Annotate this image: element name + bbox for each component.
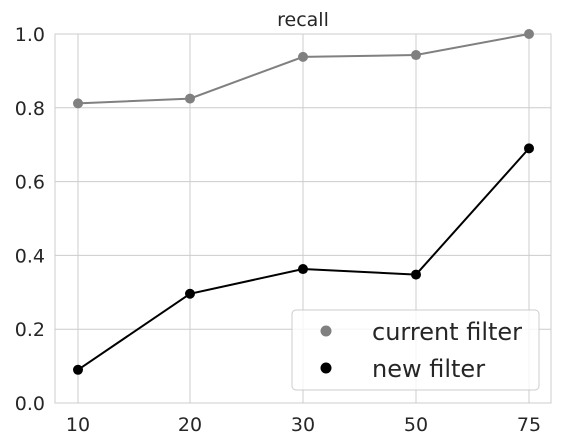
x-tick-label: 50 [404, 414, 428, 436]
data-point [524, 29, 534, 39]
data-point [411, 269, 421, 280]
x-tick-label: 75 [517, 414, 541, 436]
chart-title: recall [277, 9, 329, 31]
data-point [298, 264, 308, 275]
y-tick-label: 0.8 [15, 98, 45, 120]
legend: current filter new filter [291, 309, 540, 391]
plot-frame [54, 33, 552, 404]
x-tick-labels: 10 20 30 50 75 [66, 414, 541, 436]
data-point [73, 364, 83, 375]
x-tick-label: 10 [66, 414, 90, 436]
legend-box [291, 309, 540, 391]
y-tick-label: 0.0 [15, 393, 45, 415]
y-tick-label: 0.6 [15, 172, 45, 194]
x-tick-label: 30 [291, 414, 315, 436]
data-point [185, 93, 195, 104]
legend-marker-new-filter [320, 362, 332, 374]
data-point [411, 50, 421, 61]
data-point [185, 288, 195, 299]
y-tick-label: 0.2 [15, 319, 45, 341]
legend-label-current-filter: current filter [372, 318, 522, 346]
y-tick-label: 1.0 [15, 24, 45, 46]
data-point [73, 98, 83, 109]
legend-label-new-filter: new filter [372, 355, 485, 383]
series-points [73, 29, 534, 375]
x-tick-label: 20 [178, 414, 202, 436]
data-point [298, 51, 308, 62]
legend-marker-current-filter [320, 325, 332, 337]
data-point [524, 143, 534, 154]
y-tick-label: 0.4 [15, 245, 45, 267]
y-tick-labels: 0.0 0.2 0.4 0.6 0.8 1.0 [15, 24, 45, 415]
